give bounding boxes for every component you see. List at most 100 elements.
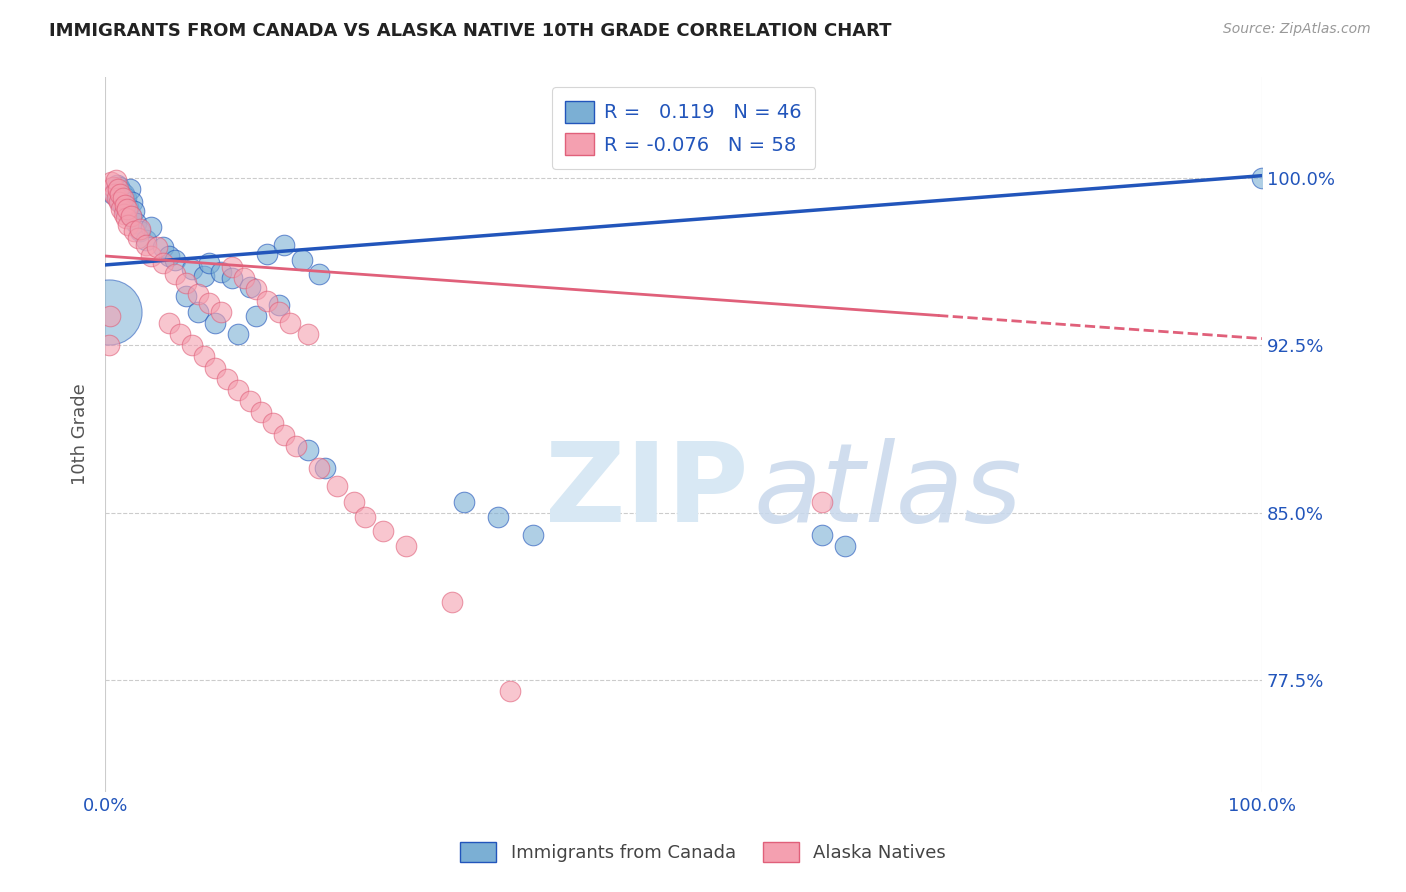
Point [239, 280, 262, 294]
Point [262, 417, 284, 431]
Point [111, 191, 134, 205]
Point [152, 256, 174, 270]
Point [104, 173, 127, 187]
Point [297, 327, 319, 342]
Point [110, 184, 132, 198]
Point [110, 202, 132, 216]
Point [522, 528, 544, 542]
Point [146, 240, 169, 254]
Legend: R =   0.119   N = 46, R = -0.076   N = 58: R = 0.119 N = 46, R = -0.076 N = 58 [551, 87, 815, 169]
Point [141, 219, 163, 234]
Point [157, 316, 180, 330]
Point [114, 197, 136, 211]
Point [157, 249, 180, 263]
Text: ZIP: ZIP [544, 438, 748, 545]
Point [233, 271, 256, 285]
Point [297, 443, 319, 458]
Point [273, 427, 295, 442]
Point [152, 240, 174, 254]
Point [193, 350, 215, 364]
Point [221, 260, 243, 275]
Point [169, 327, 191, 342]
Point [174, 276, 197, 290]
Point [221, 271, 243, 285]
Point [127, 231, 149, 245]
Point [174, 289, 197, 303]
Point [267, 305, 290, 319]
Point [107, 182, 129, 196]
Point [395, 539, 418, 553]
Point [325, 479, 347, 493]
Point [125, 215, 148, 229]
Point [122, 224, 145, 238]
Point [103, 186, 125, 201]
Point [343, 494, 366, 508]
Point [105, 178, 128, 192]
Point [245, 310, 267, 324]
Point [141, 249, 163, 263]
Point [112, 186, 135, 201]
Point [108, 179, 131, 194]
Point [118, 182, 141, 196]
Point [111, 197, 134, 211]
Point [198, 256, 221, 270]
Point [811, 528, 834, 542]
Point [226, 383, 249, 397]
Point [371, 524, 394, 538]
Point [308, 267, 330, 281]
Point [115, 202, 138, 216]
Point [110, 195, 132, 210]
Point [112, 206, 135, 220]
Point [308, 461, 330, 475]
Point [129, 224, 152, 238]
Point [122, 204, 145, 219]
Point [209, 305, 232, 319]
Point [120, 209, 142, 223]
Point [187, 287, 209, 301]
Point [256, 293, 278, 308]
Point [114, 204, 136, 219]
Text: atlas: atlas [754, 438, 1022, 545]
Point [163, 253, 186, 268]
Point [226, 327, 249, 342]
Point [193, 269, 215, 284]
Point [488, 510, 510, 524]
Y-axis label: 10th Grade: 10th Grade [72, 384, 89, 485]
Point [117, 218, 139, 232]
Point [273, 237, 295, 252]
Text: IMMIGRANTS FROM CANADA VS ALASKA NATIVE 10TH GRADE CORRELATION CHART: IMMIGRANTS FROM CANADA VS ALASKA NATIVE … [49, 22, 891, 40]
Point [98, 310, 121, 324]
Point [245, 283, 267, 297]
Point [110, 186, 132, 201]
Point [209, 265, 232, 279]
Point [103, 186, 125, 201]
Point [187, 305, 209, 319]
Point [204, 360, 226, 375]
Point [129, 222, 152, 236]
Point [135, 237, 157, 252]
Point [108, 195, 131, 210]
Point [239, 394, 262, 409]
Point [256, 246, 278, 260]
Point [499, 684, 522, 698]
Point [163, 267, 186, 281]
Legend: Immigrants from Canada, Alaska Natives: Immigrants from Canada, Alaska Natives [453, 834, 953, 870]
Point [97, 338, 120, 352]
Point [204, 316, 226, 330]
Point [285, 439, 308, 453]
Point [250, 405, 273, 419]
Point [453, 494, 475, 508]
Point [121, 195, 143, 210]
Point [135, 233, 157, 247]
Point [120, 209, 142, 223]
Point [97, 305, 120, 319]
Point [1251, 170, 1274, 185]
Point [103, 179, 125, 194]
Point [181, 338, 204, 352]
Point [198, 296, 221, 310]
Point [117, 200, 139, 214]
Point [314, 461, 336, 475]
Point [291, 253, 314, 268]
Point [354, 510, 377, 524]
Point [100, 175, 122, 189]
